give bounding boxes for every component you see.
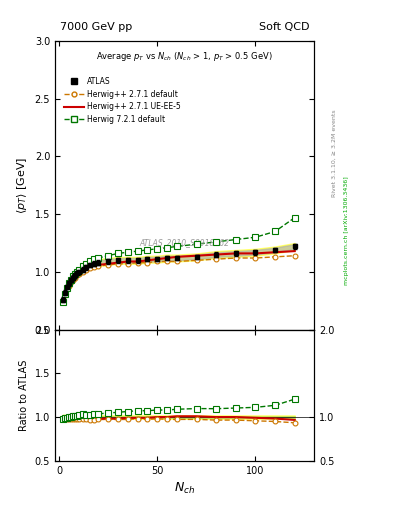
Text: Rivet 3.1.10, ≥ 3.2M events: Rivet 3.1.10, ≥ 3.2M events: [332, 110, 337, 198]
Y-axis label: Ratio to ATLAS: Ratio to ATLAS: [19, 359, 29, 431]
Text: Average $p_T$ vs $N_{ch}$ ($N_{ch}$ > 1, $p_T$ > 0.5 GeV): Average $p_T$ vs $N_{ch}$ ($N_{ch}$ > 1,…: [96, 50, 273, 62]
X-axis label: $N_{ch}$: $N_{ch}$: [174, 481, 195, 496]
Text: Soft QCD: Soft QCD: [259, 23, 309, 32]
Text: mcplots.cern.ch [arXiv:1306.3436]: mcplots.cern.ch [arXiv:1306.3436]: [344, 176, 349, 285]
Y-axis label: $\langle p_T \rangle$ [GeV]: $\langle p_T \rangle$ [GeV]: [15, 157, 29, 214]
Legend: ATLAS, Herwig++ 2.7.1 default, Herwig++ 2.7.1 UE-EE-5, Herwig 7.2.1 default: ATLAS, Herwig++ 2.7.1 default, Herwig++ …: [61, 74, 184, 127]
Text: ATLAS_2010_S8918562: ATLAS_2010_S8918562: [140, 239, 230, 247]
Text: 7000 GeV pp: 7000 GeV pp: [60, 23, 132, 32]
